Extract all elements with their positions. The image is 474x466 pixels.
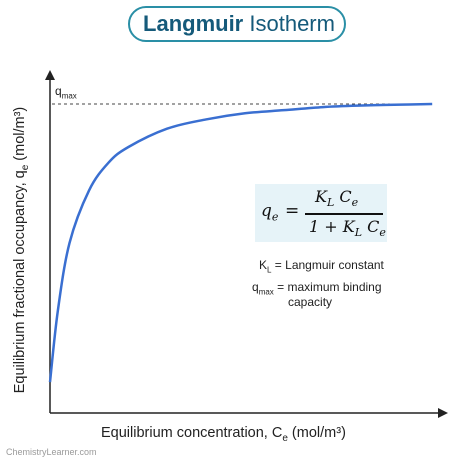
footer-credit: ChemistryLearner.com bbox=[6, 447, 97, 457]
x-axis-label: Equilibrium concentration, Ce (mol/m³) bbox=[101, 425, 346, 444]
equation-denominator: 1 + KL Ce bbox=[309, 217, 386, 240]
equation-box: qe = KL Ce 1 + KL Ce bbox=[255, 184, 387, 242]
title-pill: Langmuir Isotherm bbox=[128, 6, 346, 42]
equation-equals: = bbox=[285, 201, 300, 221]
legend-kl: KL = Langmuir constant bbox=[259, 258, 384, 275]
equation-lhs: qe bbox=[261, 201, 279, 224]
legend-qmax: qmax = maximum binding bbox=[252, 280, 382, 297]
qmax-symbol: q bbox=[55, 84, 62, 98]
chart-title: Langmuir Isotherm bbox=[130, 8, 348, 40]
equation-numerator: KL Ce bbox=[315, 187, 359, 210]
legend-qmax-continued: capacity bbox=[288, 295, 333, 309]
title-bold: Langmuir bbox=[143, 11, 244, 36]
qmax-label: qmax bbox=[55, 84, 77, 100]
isotherm-curve bbox=[48, 102, 433, 383]
title-normal: Isotherm bbox=[249, 11, 335, 36]
qmax-subscript: max bbox=[61, 91, 77, 101]
equation-fraction-bar bbox=[305, 213, 383, 215]
y-axis-label: Equilibrium fractional occupancy, qe (mo… bbox=[12, 106, 31, 394]
